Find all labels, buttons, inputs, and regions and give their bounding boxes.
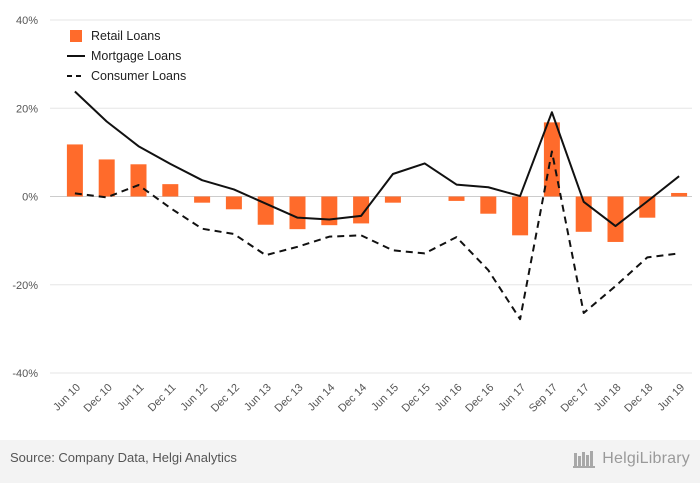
y-tick-label: 0% [22, 192, 38, 204]
x-tick-label: Jun 12 [178, 382, 210, 414]
x-tick-label: Dec 15 [400, 382, 433, 415]
y-tick-label: 20% [16, 103, 38, 115]
brand-logo[interactable]: HelgiLibrary [573, 450, 690, 468]
legend-label[interactable]: Consumer Loans [91, 69, 186, 83]
legend-label[interactable]: Retail Loans [91, 29, 161, 43]
x-tick-label: Dec 10 [82, 382, 115, 415]
retail-loans-bar [130, 164, 147, 197]
retail-loans-bar [671, 192, 688, 197]
x-tick-label: Dec 14 [336, 382, 369, 415]
retail-loans-bar [639, 196, 656, 218]
x-tick-label: Jun 14 [306, 382, 338, 414]
retail-loans-bar [162, 184, 179, 197]
consumer-loans-line [74, 150, 680, 321]
library-icon [573, 451, 596, 468]
x-tick-label: Dec 11 [146, 382, 179, 415]
x-tick-label: Dec 17 [559, 382, 592, 415]
retail-loans-bar [384, 196, 401, 203]
retail-loans-bar [607, 196, 624, 242]
x-tick-label: Jun 19 [655, 382, 687, 414]
y-tick-label: -40% [12, 368, 38, 380]
legend-swatch-retail [70, 30, 82, 42]
footer: Source: Company Data, Helgi Analytics He… [0, 440, 700, 483]
legend: Retail Loans Mortgage Loans Consumer Loans [67, 29, 186, 83]
retail-loans-bar [225, 196, 242, 210]
retail-loans-bar [194, 196, 211, 203]
y-tick-label: -20% [12, 280, 38, 292]
x-tick-label: Jun 11 [115, 382, 146, 413]
loan-lines [74, 90, 680, 321]
x-tick-label: Dec 12 [209, 382, 242, 415]
x-tick-label: Jun 15 [369, 382, 401, 414]
retail-loans-bar [321, 196, 338, 226]
retail-loans-bar [543, 122, 560, 197]
legend-label[interactable]: Mortgage Loans [91, 49, 181, 63]
retail-loans-bar [480, 196, 497, 214]
retail-loans-bar [257, 196, 274, 225]
retail-loans-bar [448, 196, 465, 201]
x-tick-label: Jun 17 [496, 382, 528, 414]
x-tick-label: Sep 17 [527, 382, 560, 415]
y-axis-ticks: 40% 20% 0% -20% -40% [12, 15, 38, 380]
source-note: Source: Company Data, Helgi Analytics [10, 450, 237, 465]
retail-loans-bar [512, 196, 529, 236]
retail-loans-bar [289, 196, 306, 230]
x-tick-label: Jun 16 [433, 382, 465, 414]
retail-loans-bar [66, 144, 83, 197]
x-tick-label: Jun 18 [592, 382, 624, 414]
x-tick-label: Jun 13 [242, 382, 274, 414]
retail-loans-bars [66, 122, 688, 242]
x-tick-label: Dec 13 [272, 382, 305, 415]
x-tick-label: Dec 18 [622, 382, 655, 415]
x-tick-label: Jun 10 [51, 382, 83, 414]
brand-name: HelgiLibrary [602, 450, 690, 467]
mortgage-loans-line [74, 90, 680, 228]
gridlines [50, 19, 692, 374]
y-tick-label: 40% [16, 15, 38, 27]
x-tick-label: Dec 16 [463, 382, 496, 415]
retail-loans-bar [98, 159, 115, 197]
